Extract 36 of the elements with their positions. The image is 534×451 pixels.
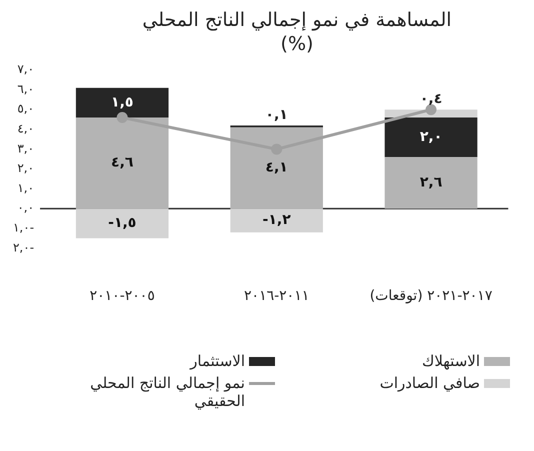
data-label: -١,٢ — [262, 212, 292, 228]
bar — [76, 208, 169, 238]
bar — [76, 88, 169, 118]
data-label: ٤,١ — [265, 160, 288, 176]
bar — [76, 118, 169, 209]
y-tick-label: ٢,٠ — [17, 161, 34, 176]
legend-label: نمو إجمالي الناتج المحلي الحقيقي — [89, 374, 245, 410]
data-label: ٠,٤ — [420, 91, 442, 108]
data-label: ٤,٦ — [111, 154, 134, 171]
data-label: -١,٥ — [108, 215, 136, 232]
y-tick-label: ١,٠ — [17, 180, 34, 195]
legend-label: صافي الصادرات — [380, 374, 480, 392]
y-tick-label: ٠,٠ — [17, 200, 34, 215]
y-tick-label: ٧,٠ — [17, 62, 34, 76]
y-tick-label: ٥,٠ — [17, 102, 34, 116]
data-label: ٢,٠ — [420, 128, 442, 145]
y-tick-label: ٤,٠ — [17, 122, 34, 136]
bar — [384, 118, 478, 158]
legend-label: الاستهلاك — [422, 352, 480, 370]
bar — [230, 127, 323, 209]
y-tick-label: ١,٠- — [12, 220, 34, 235]
data-label: ٠,١ — [265, 107, 288, 124]
x-tick-label: ٢٠٠٥-٢٠١٠ — [90, 288, 155, 304]
data-label: ٢,٦ — [420, 174, 443, 190]
y-tick-label: ٦,٠ — [17, 82, 34, 96]
data-label: ١,٥ — [111, 94, 134, 110]
point — [426, 104, 437, 116]
chart-title: المساهمة في نمو إجمالي الناتج المحلي (%) — [141, 8, 453, 56]
point — [116, 112, 128, 124]
y-tick-label: ٢,٠- — [12, 240, 34, 254]
legend-label: الاستثمار — [190, 352, 245, 370]
bar — [230, 208, 323, 232]
x-tick-label: ٢٠١١-٢٠١٦ — [244, 288, 310, 304]
x-tick-label: ٢٠١٧-٢٠٢١ (توقعات) — [370, 288, 493, 304]
y-tick-label: ٣,٠ — [17, 141, 34, 156]
bar — [384, 157, 478, 209]
